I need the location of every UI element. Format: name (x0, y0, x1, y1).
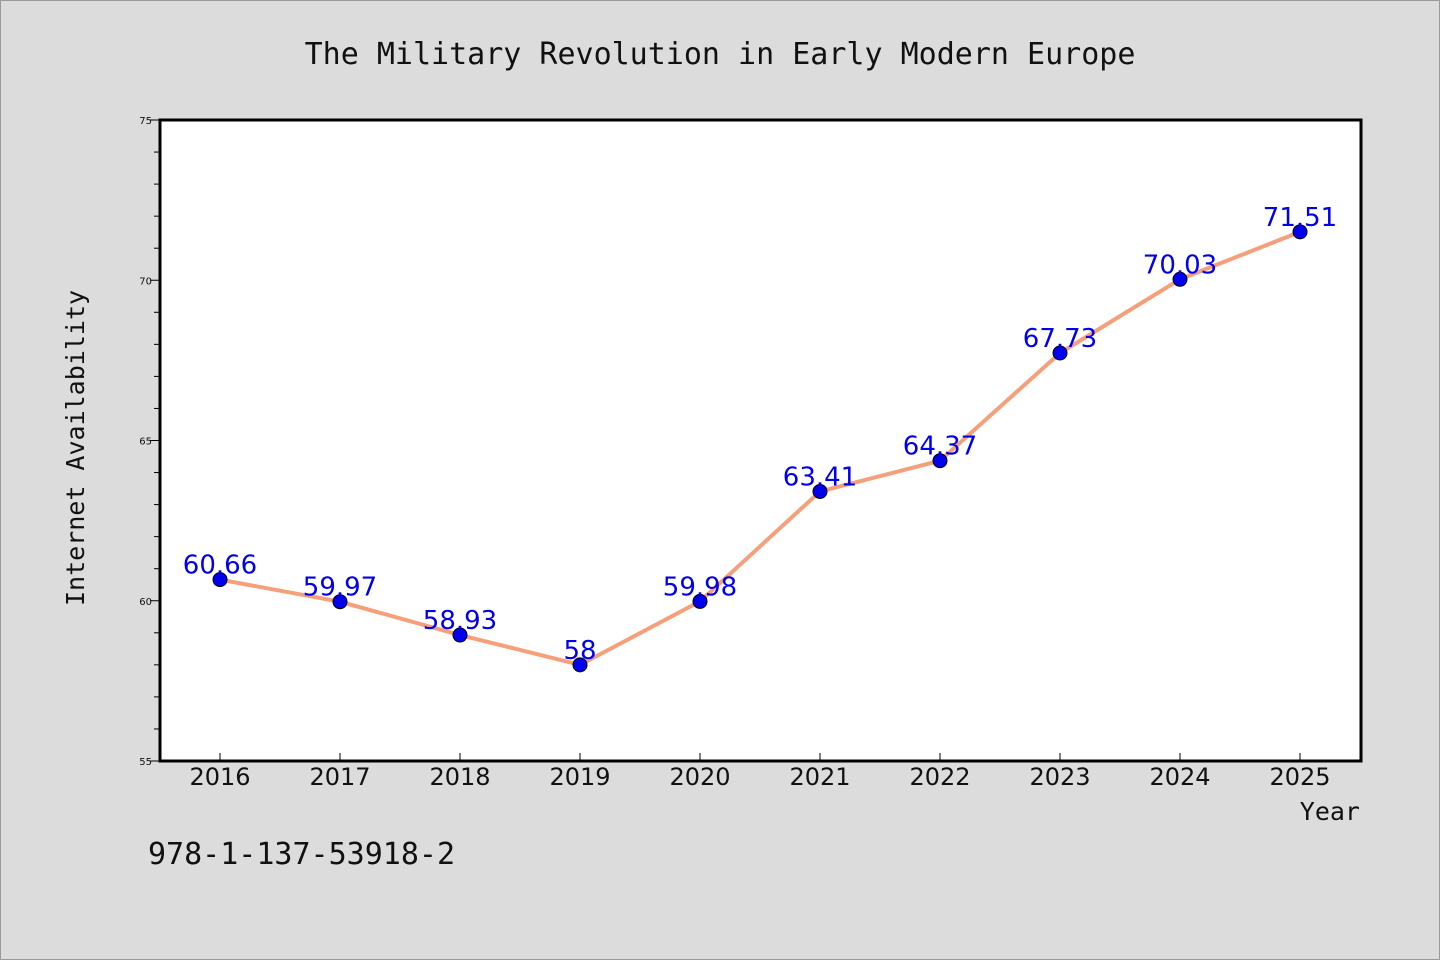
data-label: 59.98 (663, 572, 737, 602)
data-label: 64.37 (903, 432, 977, 462)
data-point (1292, 224, 1308, 240)
data-label: 71.51 (1263, 203, 1337, 233)
y-axis: 55 60 65 70 75 (139, 116, 160, 768)
data-point (1172, 271, 1188, 287)
x-tick-label: 2018 (429, 763, 490, 791)
data-point (212, 572, 228, 588)
x-tick-label: 2016 (189, 763, 250, 791)
data-label: 58.93 (423, 606, 497, 636)
y-tick-label: 70 (139, 276, 152, 287)
data-point (572, 657, 588, 673)
y-axis-label: Internet Availability (61, 290, 90, 606)
x-tick-label: 2020 (669, 763, 730, 791)
data-label: 70.03 (1143, 250, 1217, 280)
y-tick-label: 60 (139, 597, 152, 608)
chart-title: The Military Revolution in Early Modern … (305, 37, 1136, 72)
x-tick-label: 2024 (1149, 763, 1210, 791)
data-label: 59.97 (303, 573, 377, 603)
y-tick-label: 65 (139, 437, 152, 448)
x-tick-label: 2017 (309, 763, 370, 791)
y-tick-label: 55 (139, 757, 152, 768)
data-point (692, 593, 708, 609)
y-tick-label: 75 (139, 116, 152, 127)
data-point (1052, 345, 1068, 361)
footer-code: 978-1-137-53918-2 (148, 837, 455, 872)
x-tick-label: 2022 (909, 763, 970, 791)
series-markers (212, 224, 1308, 673)
data-point (452, 627, 468, 643)
data-point (812, 483, 828, 499)
plot-area (158, 118, 1363, 763)
data-label: 60.66 (183, 551, 257, 581)
data-label: 67.73 (1023, 324, 1097, 354)
x-tick-label: 2021 (789, 763, 850, 791)
x-axis: 2016 2017 2018 2019 2020 2021 2022 2023 2024 2025 (189, 753, 1331, 791)
data-point (932, 453, 948, 469)
x-tick-label: 2023 (1029, 763, 1090, 791)
data-point (332, 594, 348, 610)
data-label: 63.41 (783, 462, 857, 492)
x-tick-label: 2019 (549, 763, 610, 791)
x-axis-label: Year (1300, 797, 1360, 826)
x-tick-label: 2025 (1269, 763, 1330, 791)
data-label: 58 (563, 636, 596, 666)
series-line (219, 229, 1301, 667)
data-labels: 60.66 59.97 58.93 58 59.98 63.41 64.37 67.73 70.… (183, 203, 1337, 666)
